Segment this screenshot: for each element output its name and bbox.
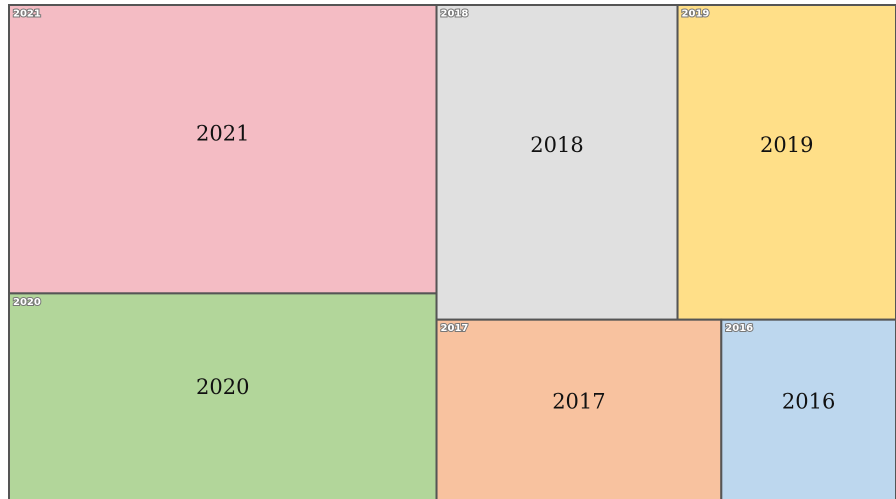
treemap-tile [676,4,896,321]
tile-header-label: 2018 [441,8,469,19]
treemap-tile [8,292,438,499]
treemap-tile [435,4,679,321]
tile-header-label: 2017 [441,323,469,334]
tile-label: 2019 [760,133,813,157]
tile-label: 2017 [552,390,605,414]
tile-header-label: 2016 [725,323,753,334]
treemap-tile [720,318,896,499]
treemap-tile [8,4,438,295]
tile-header-label: 2019 [682,8,710,19]
treemap-tile [435,318,723,499]
tile-label: 2021 [196,121,249,145]
tile-label: 2016 [782,390,835,414]
tile-label: 2020 [196,375,249,399]
tile-label: 2018 [530,133,583,157]
tile-header-label: 2020 [13,297,41,308]
tile-header-label: 2021 [13,8,41,19]
